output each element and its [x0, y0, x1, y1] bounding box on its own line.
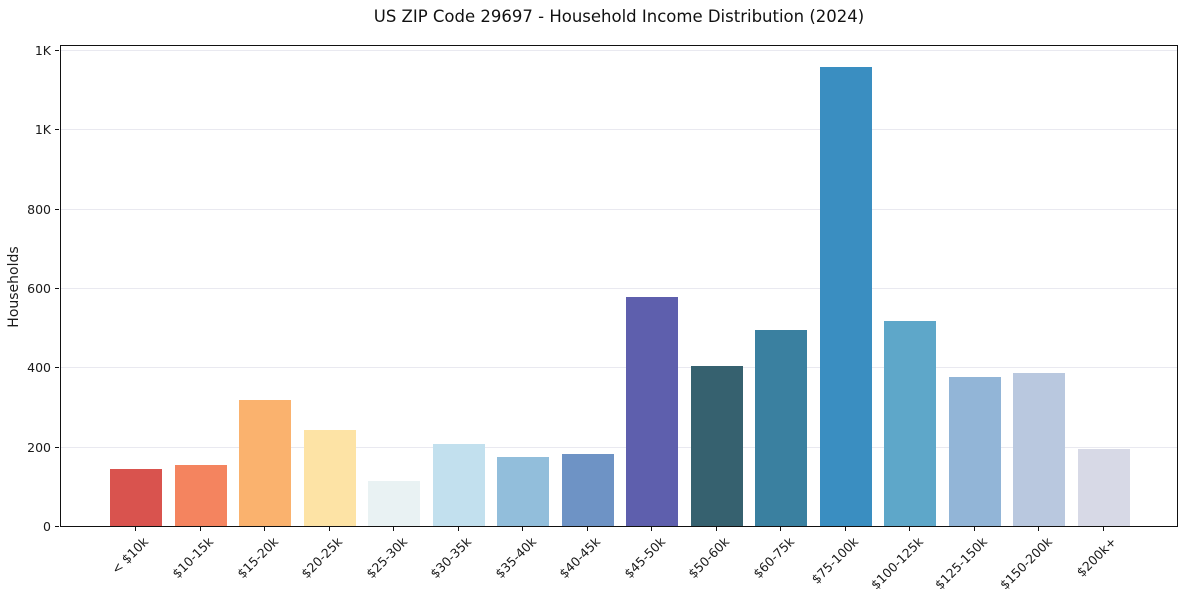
bar-4: [303, 430, 356, 526]
gridline-y-1200: [61, 49, 1177, 51]
x-tick-mark: [135, 527, 136, 531]
bar-9: [626, 297, 679, 526]
bar-5: [368, 480, 421, 526]
x-tick-mark: [586, 527, 588, 531]
x-tick-mark: [264, 527, 266, 531]
y-tick-label-1K: 1K: [34, 42, 51, 58]
plot-area: [60, 45, 1178, 527]
y-tick-mark: [55, 526, 59, 527]
x-tick-label-5: $25-30k: [362, 534, 410, 582]
x-tick-label-7: $35-40k: [491, 534, 539, 582]
x-tick-label-6: $30-35k: [427, 534, 475, 582]
x-tick-mark: [844, 527, 846, 531]
x-tick-mark: [1038, 527, 1040, 531]
x-tick-mark: [973, 527, 975, 531]
x-tick-label-11: $60-75k: [749, 534, 797, 582]
x-tick-mark: [651, 527, 653, 531]
gridline-y-200: [61, 446, 1177, 448]
x-tick-mark: [1102, 527, 1104, 531]
x-tick-label-16: $200k+: [1073, 534, 1120, 580]
bar-8: [561, 453, 614, 526]
x-tick-mark: [522, 527, 524, 531]
y-axis-label: Households: [6, 246, 22, 328]
y-tick-mark: [55, 208, 59, 210]
x-tick-mark: [328, 527, 330, 531]
y-tick-mark: [55, 367, 59, 369]
x-tick-label-10: $50-60k: [685, 534, 733, 582]
y-tick-label-400: 400: [27, 360, 51, 376]
x-tick-label-14: $125-150k: [932, 534, 991, 590]
x-tick-mark: [457, 527, 459, 531]
y-tick-mark: [55, 287, 59, 289]
y-tick-label-800: 800: [27, 201, 51, 217]
y-tick-label-0: 0: [43, 519, 51, 534]
bar-2: [174, 464, 227, 526]
bar-11: [755, 329, 808, 526]
bar-12: [819, 67, 872, 526]
x-tick-label-13: $100-125k: [867, 534, 926, 590]
y-tick-label-200: 200: [27, 439, 51, 455]
x-tick-label-8: $40-45k: [556, 534, 604, 582]
bar-14: [948, 376, 1001, 526]
gridline-y-800: [61, 208, 1177, 210]
x-tick-label-15: $150-200k: [996, 534, 1056, 590]
bar-16: [1077, 449, 1130, 526]
y-tick-label-600: 600: [27, 280, 51, 296]
chart-title: US ZIP Code 29697 - Household Income Dis…: [373, 7, 865, 26]
gridline-y-600: [61, 287, 1177, 289]
bar-7: [497, 456, 550, 526]
x-tick-label-3: $15-20k: [233, 534, 281, 582]
x-tick-label-12: $75-100k: [808, 534, 862, 587]
x-tick-label-2: $10-15k: [169, 534, 217, 582]
x-tick-mark: [715, 527, 717, 531]
bar-6: [432, 443, 485, 526]
x-tick-mark: [393, 527, 395, 531]
y-tick-mark: [55, 129, 59, 131]
bar-1: [110, 469, 162, 526]
bar-3: [239, 399, 292, 526]
gridline-y-1000: [61, 129, 1177, 131]
bar-10: [690, 365, 743, 526]
x-tick-label-1: < $10k: [108, 534, 152, 577]
x-tick-label-4: $20-25k: [298, 534, 346, 582]
x-tick-mark: [780, 527, 782, 531]
x-tick-label-9: $45-50k: [620, 534, 668, 582]
bar-15: [1013, 373, 1066, 526]
y-tick-mark: [55, 49, 59, 51]
y-tick-label-1K: 1K: [34, 122, 51, 138]
y-tick-mark: [55, 446, 59, 448]
gridline-y-400: [61, 367, 1177, 369]
x-tick-mark: [199, 527, 201, 531]
bar-13: [884, 320, 937, 526]
x-tick-mark: [909, 527, 911, 531]
